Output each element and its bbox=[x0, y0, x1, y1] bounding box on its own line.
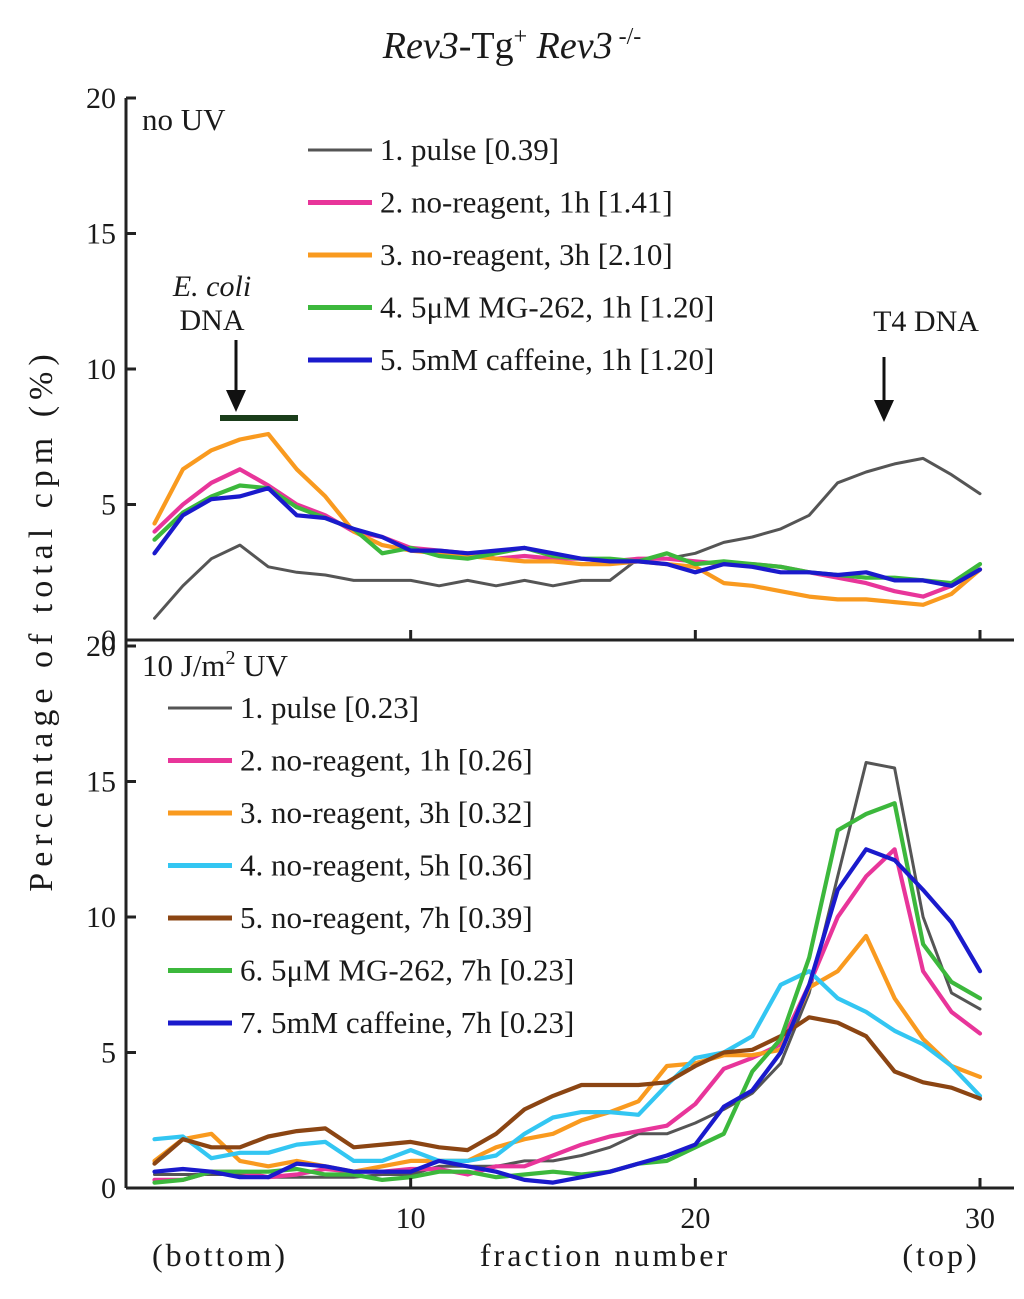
bottom-panel-series bbox=[152, 761, 983, 1185]
bottom-panel-label: 10 J/m2 UV bbox=[142, 647, 289, 683]
series-line-2-no-reagent-1h bbox=[152, 847, 983, 1183]
legend-entry: 3. no-reagent, 3h [0.32] bbox=[240, 795, 533, 830]
legend-entry: 6. 5μM MG-262, 7h [0.23] bbox=[240, 953, 574, 988]
t4-arrow-head bbox=[874, 400, 894, 422]
top-panel-series bbox=[152, 431, 983, 620]
legend-entry: 3. no-reagent, 3h [2.10] bbox=[380, 237, 673, 272]
legend-entry: 5. 5mM caffeine, 1h [1.20] bbox=[380, 342, 714, 377]
series-line-3-no-reagent-3h bbox=[152, 933, 983, 1174]
x-tick-label: 10 bbox=[396, 1202, 426, 1235]
x-axis-bottom-note: (bottom) bbox=[152, 1237, 288, 1273]
series-line-6-5-m-mg-262-7h bbox=[152, 801, 983, 1185]
series-line-3-no-reagent-3h bbox=[152, 431, 983, 607]
legend-entry: 4. no-reagent, 5h [0.36] bbox=[240, 848, 533, 883]
t4-dna-label: T4 DNA bbox=[873, 305, 979, 338]
x-tick-label: 20 bbox=[680, 1202, 710, 1235]
x-tick-label: 30 bbox=[965, 1202, 995, 1235]
legend-entry: 1. pulse [0.23] bbox=[240, 690, 419, 725]
legend-entry: 2. no-reagent, 1h [0.26] bbox=[240, 743, 533, 778]
y-axis-label: Percentage of total cpm (%) bbox=[23, 348, 60, 891]
legend-entry: 4. 5μM MG-262, 1h [1.20] bbox=[380, 290, 714, 325]
x-axis-top-note: (top) bbox=[902, 1237, 979, 1273]
series-line-5-no-reagent-7h bbox=[152, 1015, 983, 1166]
y-tick-label: 5 bbox=[101, 489, 116, 522]
y-tick-label: 20 bbox=[86, 82, 116, 115]
series-line-1-pulse bbox=[153, 456, 982, 620]
series-line-7-5mm-caffeine-7h bbox=[152, 847, 983, 1185]
top-panel-legend: 1. pulse [0.39] 2. no-reagent, 1h [1.41] 3… bbox=[308, 132, 714, 377]
ecoli-arrow-head bbox=[226, 390, 246, 412]
x-axis-label: fraction number bbox=[480, 1237, 730, 1273]
legend-entry: 7. 5mM caffeine, 7h [0.23] bbox=[240, 1005, 574, 1040]
figure-title: Rev3-Tg+ Rev3 -/- bbox=[382, 24, 641, 67]
series-line-4-no-reagent-5h bbox=[152, 969, 983, 1164]
legend-entry: 1. pulse [0.39] bbox=[380, 132, 559, 167]
ecoli-dna-label: DNA bbox=[180, 304, 245, 337]
y-tick-label: 20 bbox=[86, 630, 116, 663]
y-tick-label: 15 bbox=[86, 218, 116, 251]
y-tick-label: 0 bbox=[101, 1172, 116, 1205]
x-axis-ticks: 10 20 30 bbox=[396, 630, 995, 1235]
y-tick-label: 10 bbox=[86, 901, 116, 934]
y-tick-label: 10 bbox=[86, 353, 116, 386]
top-panel-label: no UV bbox=[142, 102, 226, 137]
top-panel-ticks: 0 5 10 15 20 bbox=[86, 82, 136, 657]
ecoli-label: E. coli bbox=[172, 270, 251, 303]
legend-entry: 5. no-reagent, 7h [0.39] bbox=[240, 900, 533, 935]
y-tick-label: 0 bbox=[101, 624, 116, 657]
bottom-panel-ticks: 0 5 10 15 20 bbox=[86, 630, 136, 1205]
series-line-5-5mm-caffeine-1h bbox=[152, 486, 983, 588]
y-tick-label: 15 bbox=[86, 766, 116, 799]
legend-entry: 2. no-reagent, 1h [1.41] bbox=[380, 185, 673, 220]
y-tick-label: 5 bbox=[101, 1037, 116, 1070]
series-line-1-pulse bbox=[153, 761, 982, 1179]
bottom-panel-legend: 1. pulse [0.23] 2. no-reagent, 1h [0.26] 3… bbox=[168, 690, 574, 1040]
